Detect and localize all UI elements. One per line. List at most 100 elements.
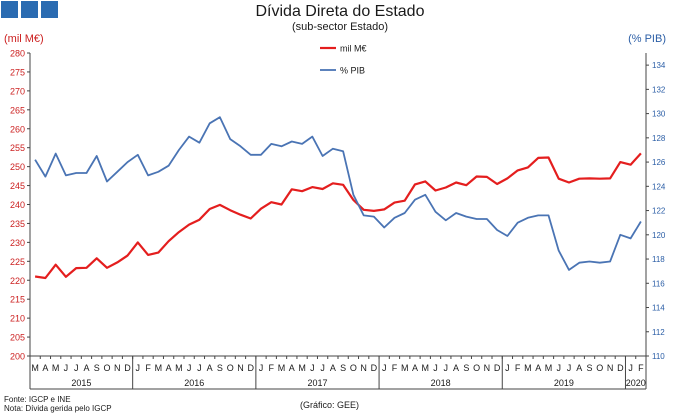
x-year-label: 2016 bbox=[184, 378, 204, 388]
x-month-label: O bbox=[103, 363, 110, 373]
x-month-label: M bbox=[52, 363, 60, 373]
y-left-tick-label: 230 bbox=[10, 238, 25, 248]
y-left-tick-label: 240 bbox=[10, 200, 25, 210]
x-month-label: D bbox=[124, 363, 131, 373]
x-month-label: J bbox=[74, 363, 79, 373]
header-logo-squares bbox=[1, 1, 58, 18]
x-month-label: J bbox=[433, 363, 438, 373]
x-month-label: J bbox=[187, 363, 192, 373]
y-right-tick-label: 124 bbox=[652, 182, 666, 191]
x-month-label: J bbox=[259, 363, 264, 373]
y-left-tick-label: 260 bbox=[10, 124, 25, 134]
x-month-label: J bbox=[505, 363, 510, 373]
x-month-label: M bbox=[422, 363, 430, 373]
y-right-tick-label: 116 bbox=[652, 279, 665, 288]
x-month-label: A bbox=[83, 363, 89, 373]
x-month-label: S bbox=[94, 363, 100, 373]
legend-label: mil M€ bbox=[340, 44, 367, 54]
x-year-label: 2019 bbox=[554, 378, 574, 388]
x-year-label: 2017 bbox=[307, 378, 327, 388]
x-month-label: D bbox=[371, 363, 378, 373]
y-right-tick-label: 126 bbox=[652, 158, 666, 167]
x-month-label: J bbox=[320, 363, 325, 373]
y-left-tick-label: 245 bbox=[10, 181, 25, 191]
y-right-tick-label: 132 bbox=[652, 85, 666, 94]
y-right-tick-label: 118 bbox=[652, 255, 665, 264]
x-month-label: N bbox=[360, 363, 367, 373]
y-right-tick-label: 120 bbox=[652, 231, 666, 240]
x-month-label: A bbox=[535, 363, 541, 373]
x-month-label: M bbox=[278, 363, 286, 373]
x-month-label: J bbox=[444, 363, 449, 373]
y-right-tick-label: 110 bbox=[652, 352, 665, 361]
x-month-label: J bbox=[567, 363, 572, 373]
y-left-tick-label: 250 bbox=[10, 162, 25, 172]
x-month-label: F bbox=[638, 363, 644, 373]
x-month-label: D bbox=[247, 363, 254, 373]
x-month-label: J bbox=[628, 363, 633, 373]
x-month-label: F bbox=[269, 363, 275, 373]
x-month-label: A bbox=[576, 363, 582, 373]
x-month-label: J bbox=[556, 363, 561, 373]
x-month-label: N bbox=[484, 363, 491, 373]
x-month-label: A bbox=[42, 363, 48, 373]
x-month-label: N bbox=[607, 363, 614, 373]
y-right-tick-label: 114 bbox=[652, 304, 665, 313]
x-month-label: O bbox=[473, 363, 480, 373]
y-left-tick-label: 255 bbox=[10, 143, 25, 153]
x-month-label: D bbox=[494, 363, 501, 373]
x-month-label: J bbox=[197, 363, 202, 373]
x-month-label: S bbox=[463, 363, 469, 373]
logo-square bbox=[41, 1, 58, 18]
x-month-label: A bbox=[412, 363, 418, 373]
chart-title: Dívida Direta do Estado bbox=[255, 3, 425, 20]
y-right-axis-label: (% PIB) bbox=[628, 33, 666, 45]
y-right-tick-label: 130 bbox=[652, 110, 666, 119]
y-left-tick-label: 280 bbox=[10, 49, 25, 59]
x-month-label: J bbox=[64, 363, 69, 373]
x-year-label: 2015 bbox=[71, 378, 91, 388]
y-left-tick-label: 210 bbox=[10, 314, 25, 324]
x-year-label: 2018 bbox=[431, 378, 451, 388]
y-left-tick-label: 225 bbox=[10, 257, 25, 267]
x-month-label: A bbox=[207, 363, 213, 373]
y-left-tick-label: 200 bbox=[10, 352, 25, 362]
x-month-label: F bbox=[515, 363, 521, 373]
y-left-tick-label: 205 bbox=[10, 333, 25, 343]
y-right-tick-label: 128 bbox=[652, 134, 666, 143]
x-month-label: N bbox=[114, 363, 121, 373]
x-month-label: M bbox=[175, 363, 183, 373]
x-month-label: N bbox=[237, 363, 244, 373]
y-right-tick-label: 134 bbox=[652, 61, 666, 70]
footer-source: Fonte: IGCP e INE Nota: Dívida gerida pe… bbox=[4, 395, 112, 413]
x-month-label: M bbox=[524, 363, 532, 373]
logo-square bbox=[1, 1, 18, 18]
source-note: Fonte: IGCP e INE bbox=[4, 395, 71, 404]
y-left-axis-label: (mil M€) bbox=[4, 33, 44, 45]
series-line-pct-pib bbox=[34, 116, 642, 271]
x-month-label: O bbox=[350, 363, 357, 373]
y-left-tick-label: 270 bbox=[10, 86, 25, 96]
x-month-label: J bbox=[310, 363, 315, 373]
y-left-tick-label: 265 bbox=[10, 105, 25, 115]
y-right-tick-label: 112 bbox=[652, 328, 665, 337]
x-month-label: F bbox=[145, 363, 151, 373]
x-month-label: A bbox=[453, 363, 459, 373]
x-month-label: M bbox=[401, 363, 409, 373]
legend-label: % PIB bbox=[340, 66, 365, 76]
x-month-label: O bbox=[227, 363, 234, 373]
y-right-tick-label: 122 bbox=[652, 207, 666, 216]
x-month-label: M bbox=[298, 363, 306, 373]
managed-debt-note: Nota: Dívida gerida pelo IGCP bbox=[4, 404, 112, 413]
x-month-label: S bbox=[587, 363, 593, 373]
x-month-label: A bbox=[166, 363, 172, 373]
x-month-label: M bbox=[155, 363, 163, 373]
y-left-tick-label: 220 bbox=[10, 276, 25, 286]
chart-subtitle: (sub-sector Estado) bbox=[292, 21, 388, 33]
x-month-label: A bbox=[330, 363, 336, 373]
x-month-label: F bbox=[392, 363, 398, 373]
x-month-label: M bbox=[31, 363, 39, 373]
x-month-label: O bbox=[596, 363, 603, 373]
logo-square bbox=[21, 1, 38, 18]
